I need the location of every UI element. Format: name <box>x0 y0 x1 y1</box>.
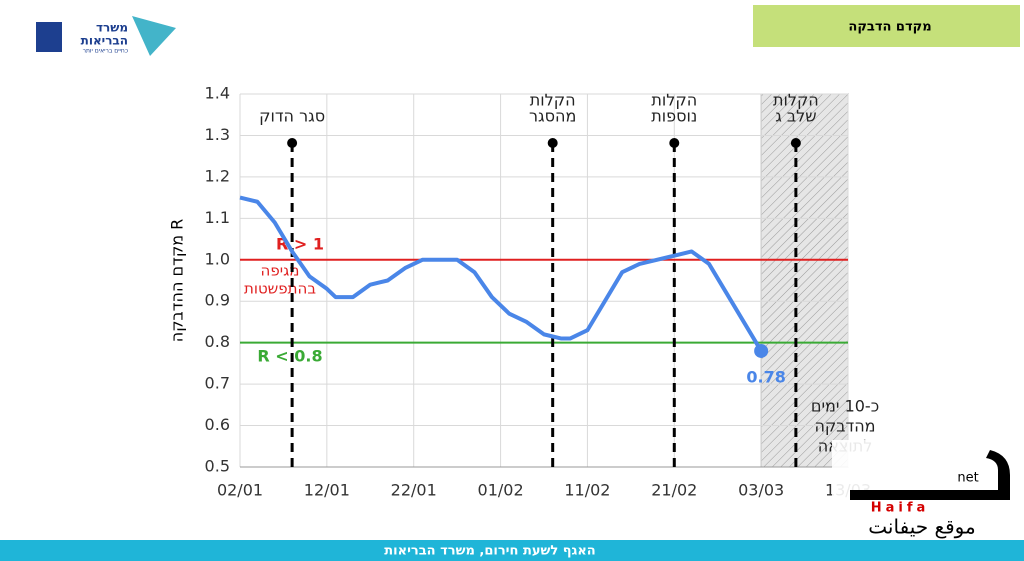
y-tick-label: 1.0 <box>205 249 230 268</box>
footer-text: האגף לשעת חירום, משרד הבריאות <box>384 544 595 559</box>
projection-note: מהדבקה <box>814 417 875 436</box>
logo: משרד הבריאות כחיים בריאים יותר <box>36 16 176 56</box>
event-label: מהסגר <box>529 107 576 126</box>
watermark-arabic: موقع حيفانت <box>868 515 975 539</box>
event-label: הקלות <box>530 91 576 110</box>
data-line <box>239 195 763 352</box>
header-band <box>753 5 1020 47</box>
event-label: שלב ג <box>775 107 816 126</box>
reference-label: R < 0.8 <box>257 347 322 366</box>
logo-emblem <box>36 22 62 52</box>
y-tick-label: 1.3 <box>205 125 230 144</box>
y-tick-label: 1.1 <box>205 208 230 227</box>
reference-note: בהתפשטות <box>244 280 316 298</box>
footer-band <box>0 540 1024 561</box>
watermark-brand: Haifa <box>871 501 930 516</box>
y-tick-label: 1.4 <box>205 84 230 103</box>
logo-tagline: כחיים בריאים יותר <box>83 48 128 55</box>
reference-note: מגיפה <box>261 262 300 280</box>
logo-shape <box>132 16 176 56</box>
x-tick-label: 03/03 <box>738 481 784 500</box>
header-title: מקדם הדבקה <box>848 20 931 35</box>
logo-name: משרד <box>96 21 128 35</box>
x-tick-label: 12/01 <box>304 481 350 500</box>
event-marker <box>547 138 558 148</box>
x-tick-label: 21/02 <box>651 481 697 500</box>
x-tick-label: 02/01 <box>217 481 263 500</box>
x-tick-label: 01/02 <box>478 481 524 500</box>
x-tick-label: 22/01 <box>391 481 437 500</box>
y-tick-label: 0.5 <box>205 457 230 476</box>
watermark-suffix: net <box>957 471 978 486</box>
reference-label: R > 1 <box>276 235 324 254</box>
event-label: הקלות <box>773 91 819 110</box>
event-label: נוספות <box>651 107 697 126</box>
event-label: סגר הדוק <box>259 107 325 126</box>
y-tick-label: 0.8 <box>205 332 230 351</box>
event-label: הקלות <box>651 91 697 110</box>
event-marker <box>669 138 680 148</box>
event-marker <box>287 138 298 148</box>
x-tick-label: 11/02 <box>564 481 610 500</box>
y-tick-label: 0.7 <box>205 374 230 393</box>
y-axis-label: מקדם ההדבקה R <box>168 219 187 343</box>
y-tick-label: 0.9 <box>205 291 230 310</box>
watermark-logo <box>850 450 1010 500</box>
event-marker <box>790 138 801 148</box>
data-point <box>754 343 769 358</box>
watermark: Haifa net موقع حيفانت <box>832 440 1017 540</box>
logo-name: הבריאות <box>81 34 128 48</box>
y-tick-label: 1.2 <box>205 166 230 185</box>
y-tick-label: 0.6 <box>205 415 230 434</box>
data-label: 0.78 <box>746 367 785 386</box>
projection-note: כ-10 ימים <box>811 397 879 416</box>
